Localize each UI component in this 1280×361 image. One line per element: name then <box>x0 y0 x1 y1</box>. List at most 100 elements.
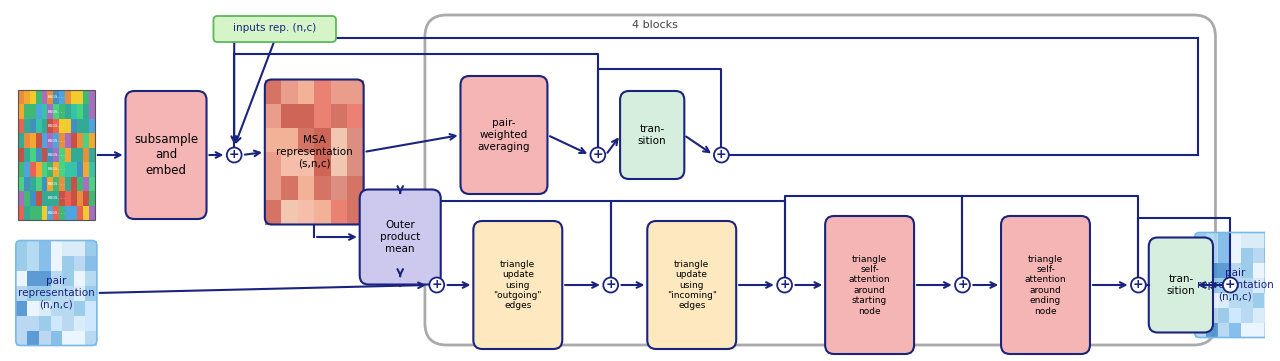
Bar <box>1206 278 1217 292</box>
Bar <box>298 104 315 128</box>
Bar <box>86 286 97 300</box>
Bar <box>47 133 54 148</box>
Bar <box>38 256 50 270</box>
Bar <box>330 128 347 152</box>
Text: MSA
representation
(s,n,c): MSA representation (s,n,c) <box>276 135 352 169</box>
Bar <box>72 177 77 191</box>
Bar <box>27 240 38 256</box>
Text: +: + <box>229 148 239 161</box>
Bar <box>24 148 29 162</box>
Bar <box>18 148 24 162</box>
Text: +: + <box>1225 278 1235 291</box>
Bar <box>88 119 95 133</box>
Bar <box>1242 308 1253 322</box>
Bar <box>1253 308 1265 322</box>
Bar <box>54 205 59 220</box>
Bar <box>1194 262 1206 278</box>
Bar <box>83 177 88 191</box>
Text: +: + <box>957 278 968 291</box>
Bar <box>77 148 83 162</box>
Bar <box>65 119 72 133</box>
Bar <box>315 152 330 176</box>
Bar <box>1194 292 1206 308</box>
Bar <box>36 119 41 133</box>
Bar <box>29 119 36 133</box>
Text: BGGS...: BGGS... <box>47 95 65 99</box>
Bar <box>59 177 65 191</box>
Bar <box>72 191 77 205</box>
Bar <box>77 104 83 119</box>
Bar <box>88 177 95 191</box>
Bar <box>1265 292 1276 308</box>
Bar <box>1230 232 1242 248</box>
Bar <box>1253 232 1265 248</box>
Text: BGGS...: BGGS... <box>47 211 65 215</box>
Circle shape <box>714 148 728 162</box>
Text: BGGS...: BGGS... <box>47 139 65 143</box>
Bar <box>347 104 364 128</box>
Bar <box>1265 262 1276 278</box>
Bar <box>1230 308 1242 322</box>
Bar <box>29 104 36 119</box>
Bar <box>1242 322 1253 338</box>
Bar <box>59 191 65 205</box>
Bar <box>38 331 50 345</box>
Bar <box>83 148 88 162</box>
Text: +: + <box>605 278 616 291</box>
Bar <box>1265 278 1276 292</box>
FancyBboxPatch shape <box>826 216 914 354</box>
Bar <box>15 316 27 331</box>
Bar <box>86 256 97 270</box>
Bar <box>36 90 41 104</box>
Bar <box>1206 262 1217 278</box>
FancyBboxPatch shape <box>1001 216 1091 354</box>
Bar <box>36 191 41 205</box>
Bar <box>47 90 54 104</box>
Bar <box>1206 248 1217 262</box>
Bar <box>59 90 65 104</box>
Bar <box>88 205 95 220</box>
Bar <box>54 133 59 148</box>
Bar <box>77 177 83 191</box>
Circle shape <box>603 278 618 292</box>
Bar <box>41 177 47 191</box>
Bar <box>298 79 315 104</box>
FancyBboxPatch shape <box>474 221 562 349</box>
Bar <box>347 176 364 200</box>
Bar <box>50 331 63 345</box>
Bar <box>59 104 65 119</box>
Bar <box>282 200 298 225</box>
Bar <box>1230 292 1242 308</box>
Bar <box>72 148 77 162</box>
Bar <box>65 162 72 177</box>
Bar <box>1206 292 1217 308</box>
Bar <box>282 176 298 200</box>
Bar <box>15 286 27 300</box>
Bar <box>1242 292 1253 308</box>
Bar <box>65 205 72 220</box>
Bar <box>15 331 27 345</box>
Bar <box>1242 232 1253 248</box>
Bar <box>282 152 298 176</box>
Bar <box>1217 292 1230 308</box>
Bar <box>38 300 50 316</box>
Bar <box>315 128 330 152</box>
Bar <box>330 200 347 225</box>
Bar <box>41 205 47 220</box>
Bar <box>265 176 282 200</box>
Bar <box>265 152 282 176</box>
Bar <box>29 205 36 220</box>
Text: subsample
and
embed: subsample and embed <box>134 134 198 177</box>
Text: BGGS...: BGGS... <box>47 168 65 171</box>
Bar <box>63 316 74 331</box>
Bar <box>1253 262 1265 278</box>
Bar <box>65 191 72 205</box>
Bar <box>24 104 29 119</box>
FancyBboxPatch shape <box>360 190 440 284</box>
Bar <box>65 104 72 119</box>
Bar <box>15 270 27 286</box>
Bar <box>86 240 97 256</box>
Bar <box>24 133 29 148</box>
Bar <box>1194 278 1206 292</box>
Bar <box>54 177 59 191</box>
